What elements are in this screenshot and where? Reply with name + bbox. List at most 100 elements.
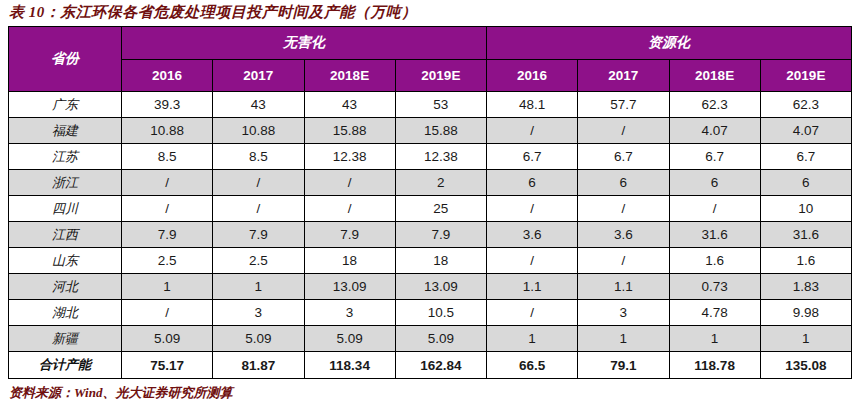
- data-cell: 3: [304, 300, 395, 326]
- table-body: 广东39.343435348.157.762.362.3福建10.8810.88…: [9, 92, 852, 379]
- province-column-header: 省份: [9, 27, 122, 92]
- data-cell: 62.3: [669, 92, 760, 118]
- data-cell: 8.5: [213, 144, 304, 170]
- data-cell: 25: [395, 196, 486, 222]
- data-cell: 3: [578, 300, 669, 326]
- data-cell: 1.1: [487, 274, 578, 300]
- data-cell: 1: [213, 274, 304, 300]
- capacity-table: 省份 无害化 资源化 2016 2017 2018E 2019E 2016 20…: [8, 26, 852, 379]
- data-cell: 1.83: [760, 274, 851, 300]
- source-note: 资料来源：Wind、光大证券研究所测算: [9, 384, 852, 402]
- data-cell: 1: [122, 274, 213, 300]
- data-cell: 5.09: [395, 326, 486, 352]
- data-cell: 2.5: [122, 248, 213, 274]
- year-header: 2019E: [395, 60, 486, 92]
- row-label: 山东: [9, 248, 122, 274]
- data-cell: 6: [669, 170, 760, 196]
- total-row: 合计产能75.1781.87118.34162.8466.579.1118.78…: [9, 352, 852, 379]
- year-header: 2016: [122, 60, 213, 92]
- data-cell: 9.98: [760, 300, 851, 326]
- data-cell: 31.6: [760, 222, 851, 248]
- data-cell: 3.6: [487, 222, 578, 248]
- data-cell: 12.38: [395, 144, 486, 170]
- data-cell: 81.87: [213, 352, 304, 379]
- data-cell: 15.88: [304, 118, 395, 144]
- table-row: 江苏8.58.512.3812.386.76.76.76.7: [9, 144, 852, 170]
- data-cell: 15.88: [395, 118, 486, 144]
- table-row: 新疆5.095.095.095.091111: [9, 326, 852, 352]
- year-header: 2017: [578, 60, 669, 92]
- year-header-row: 2016 2017 2018E 2019E 2016 2017 2018E 20…: [9, 60, 852, 92]
- row-label: 四川: [9, 196, 122, 222]
- data-cell: /: [122, 196, 213, 222]
- data-cell: 1: [669, 326, 760, 352]
- table-caption: 表 10：东江环保各省危废处理项目投产时间及产能（万吨）: [9, 3, 852, 22]
- data-cell: 5.09: [213, 326, 304, 352]
- data-cell: 57.7: [578, 92, 669, 118]
- row-label: 浙江: [9, 170, 122, 196]
- year-header: 2019E: [760, 60, 851, 92]
- data-cell: /: [122, 170, 213, 196]
- data-cell: 1: [487, 326, 578, 352]
- row-label: 新疆: [9, 326, 122, 352]
- table-row: 四川///25///10: [9, 196, 852, 222]
- data-cell: 10: [760, 196, 851, 222]
- row-label: 江西: [9, 222, 122, 248]
- data-cell: 39.3: [122, 92, 213, 118]
- data-cell: 1.6: [669, 248, 760, 274]
- data-cell: /: [578, 248, 669, 274]
- row-label: 福建: [9, 118, 122, 144]
- data-cell: 118.78: [669, 352, 760, 379]
- table-row: 浙江///26666: [9, 170, 852, 196]
- data-cell: 135.08: [760, 352, 851, 379]
- data-cell: 5.09: [122, 326, 213, 352]
- year-header: 2018E: [669, 60, 760, 92]
- data-cell: 7.9: [213, 222, 304, 248]
- data-cell: /: [304, 170, 395, 196]
- year-header: 2018E: [304, 60, 395, 92]
- data-cell: 8.5: [122, 144, 213, 170]
- data-cell: 1.1: [578, 274, 669, 300]
- data-cell: 6: [760, 170, 851, 196]
- data-cell: /: [578, 118, 669, 144]
- data-cell: 4.07: [669, 118, 760, 144]
- data-cell: 3.6: [578, 222, 669, 248]
- data-cell: 6.7: [669, 144, 760, 170]
- table-row: 广东39.343435348.157.762.362.3: [9, 92, 852, 118]
- group-header-resource-recovery: 资源化: [487, 27, 852, 60]
- data-cell: 1.6: [760, 248, 851, 274]
- data-cell: 4.07: [760, 118, 851, 144]
- data-cell: 6.7: [487, 144, 578, 170]
- data-cell: 3: [213, 300, 304, 326]
- data-cell: 6.7: [760, 144, 851, 170]
- data-cell: 7.9: [304, 222, 395, 248]
- data-cell: 10.5: [395, 300, 486, 326]
- data-cell: /: [487, 300, 578, 326]
- data-cell: 7.9: [122, 222, 213, 248]
- year-header: 2016: [487, 60, 578, 92]
- group-header-row: 省份 无害化 资源化: [9, 27, 852, 60]
- report-table-section: 表 10：东江环保各省危废处理项目投产时间及产能（万吨） 省份 无害化 资源化 …: [0, 0, 859, 402]
- row-label: 江苏: [9, 144, 122, 170]
- data-cell: 18: [304, 248, 395, 274]
- data-cell: 2: [395, 170, 486, 196]
- data-cell: 5.09: [304, 326, 395, 352]
- data-cell: /: [304, 196, 395, 222]
- data-cell: 118.34: [304, 352, 395, 379]
- data-cell: 1: [578, 326, 669, 352]
- data-cell: 62.3: [760, 92, 851, 118]
- group-header-harmless-treatment: 无害化: [122, 27, 487, 60]
- data-cell: 162.84: [395, 352, 486, 379]
- row-label: 河北: [9, 274, 122, 300]
- data-cell: 43: [213, 92, 304, 118]
- table-row: 山东2.52.51818//1.61.6: [9, 248, 852, 274]
- row-label: 广东: [9, 92, 122, 118]
- data-cell: 18: [395, 248, 486, 274]
- data-cell: 75.17: [122, 352, 213, 379]
- data-cell: /: [487, 118, 578, 144]
- year-header: 2017: [213, 60, 304, 92]
- data-cell: 6: [487, 170, 578, 196]
- data-cell: /: [669, 196, 760, 222]
- row-label: 合计产能: [9, 352, 122, 379]
- data-cell: /: [213, 170, 304, 196]
